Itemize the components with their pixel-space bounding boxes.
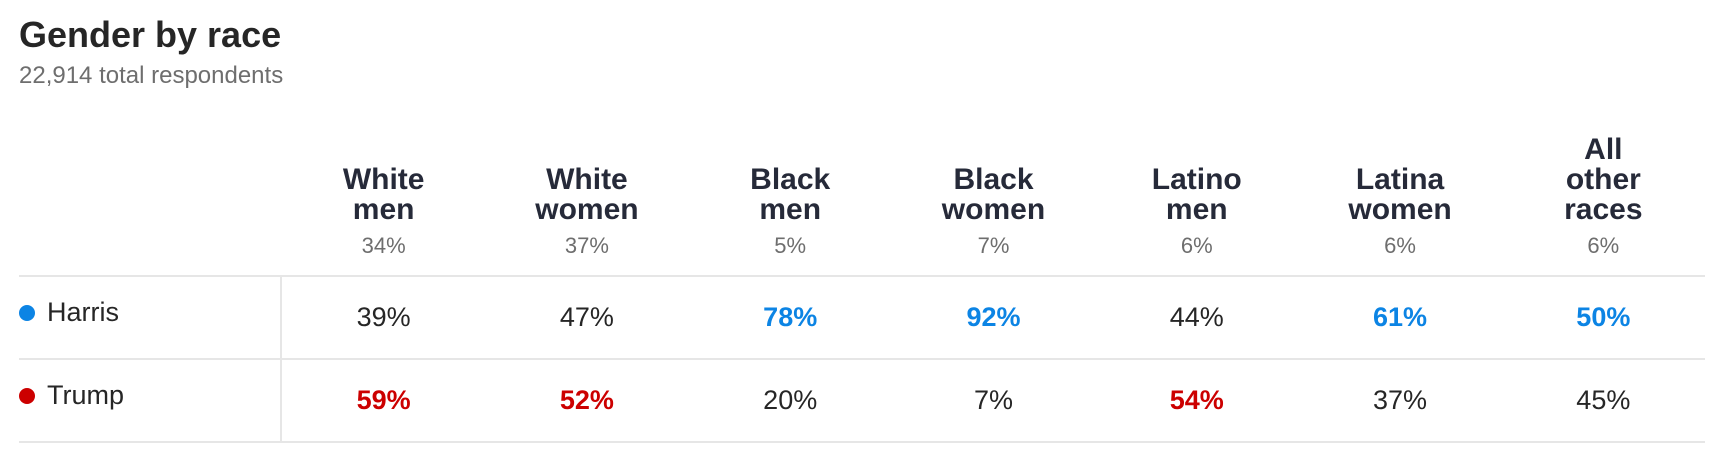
column-share: 7% <box>977 233 1010 258</box>
cell-value: 52% <box>559 385 614 415</box>
cell-value: 44% <box>1169 302 1224 332</box>
legend-dot <box>19 387 35 404</box>
column-header: Black women 7% <box>892 128 1095 275</box>
cell-value: 50% <box>1576 302 1631 332</box>
results-table: White men 34% White women 37% Black men 5% Bla… <box>19 128 1705 443</box>
column-share: 6% <box>1180 233 1213 258</box>
cell-value: 39% <box>356 302 411 332</box>
column-name: Black men <box>750 163 831 226</box>
column-name: Latina women <box>1348 163 1452 226</box>
candidate-name: Harris <box>47 297 119 327</box>
subtitle: 22,914 total respondents <box>19 62 284 89</box>
cell-value: 7% <box>973 385 1013 415</box>
cell-value: 47% <box>559 302 614 332</box>
row-label: Trump <box>19 360 282 441</box>
data-row: Trump 59% 52% 20% 7% 54% 37% 45% <box>19 360 1705 443</box>
column-name: White women <box>535 163 639 226</box>
column-share: 34% <box>361 233 406 258</box>
cell-value: 92% <box>966 302 1021 332</box>
cell-value: 59% <box>356 385 411 415</box>
column-header: White women 37% <box>485 128 688 275</box>
cell-value: 45% <box>1576 385 1631 415</box>
header-row: White men 34% White women 37% Black men 5% Bla… <box>19 128 1705 277</box>
column-header: Black men 5% <box>689 128 892 275</box>
column-header: Latino men 6% <box>1095 128 1298 275</box>
column-header: All other races 6% <box>1502 128 1705 275</box>
column-header: Latina women 6% <box>1298 128 1501 275</box>
corner <box>19 128 282 275</box>
column-share: 6% <box>1587 233 1620 258</box>
data-row: Harris 39% 47% 78% 92% 44% 61% 50% <box>19 277 1705 360</box>
column-name: All other races <box>1564 133 1643 226</box>
legend-dot <box>19 304 35 321</box>
cell-value: 78% <box>763 302 818 332</box>
column-share: 37% <box>564 233 609 258</box>
cell-value: 20% <box>763 385 818 415</box>
candidate-name: Trump <box>47 380 125 410</box>
title: Gender by race <box>19 14 282 55</box>
cell-value: 61% <box>1373 302 1428 332</box>
column-share: 5% <box>774 233 807 258</box>
row-label: Harris <box>19 277 282 358</box>
column-name: Black women <box>941 163 1046 226</box>
cell-value: 37% <box>1373 385 1428 415</box>
column-header: White men 34% <box>282 128 485 275</box>
column-name: White men <box>342 163 425 226</box>
column-name: Latino men <box>1151 163 1242 226</box>
column-share: 6% <box>1384 233 1416 258</box>
cell-value: 54% <box>1169 385 1224 415</box>
